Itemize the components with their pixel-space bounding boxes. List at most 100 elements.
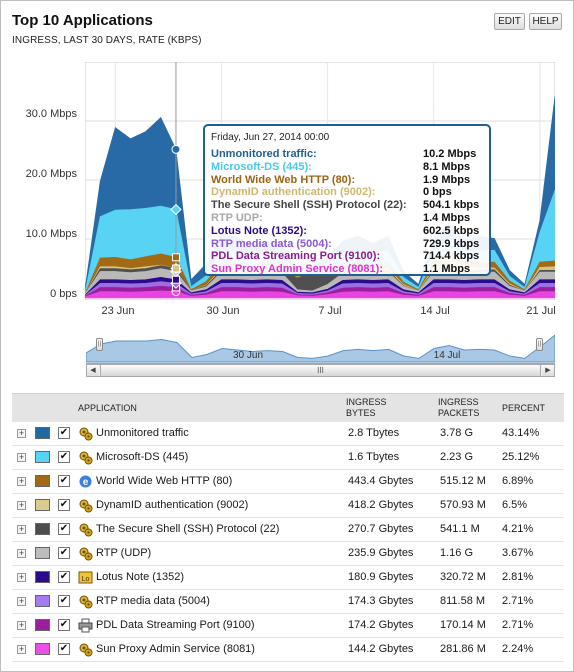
table-row[interactable]: + ✔ Unmonitored traffic 2.8 Tbytes 3.78 G 43.… [12, 422, 564, 446]
expand-row-button[interactable]: + [17, 428, 26, 438]
tooltip-series-value: 0 bps [423, 186, 452, 199]
ingress-bytes: 235.9 Gbytes [348, 547, 414, 559]
series-color-swatch[interactable] [35, 427, 50, 439]
ingress-packets: 541.1 M [440, 523, 480, 535]
application-name[interactable]: The Secure Shell (SSH) Protocol (22) [96, 523, 280, 535]
series-visible-checkbox[interactable]: ✔ [58, 619, 70, 631]
series-color-swatch[interactable] [35, 475, 50, 487]
series-visible-checkbox[interactable]: ✔ [58, 451, 70, 463]
y-tick-label: 10.0 Mbps [25, 228, 77, 240]
range-start-handle[interactable]: || [96, 338, 103, 351]
range-end-handle[interactable]: || [536, 338, 543, 351]
expand-row-button[interactable]: + [17, 500, 26, 510]
column-header-packets-bottom[interactable]: PACKETS [438, 408, 480, 418]
column-header-bytes-top[interactable]: INGRESS [346, 397, 387, 407]
horizontal-scrollbar[interactable]: ◀ III ▶ [86, 364, 555, 377]
series-color-swatch[interactable] [35, 595, 50, 607]
help-button[interactable]: HELP [529, 13, 562, 30]
percent: 2.71% [502, 619, 534, 631]
gears-icon [78, 498, 93, 513]
series-color-swatch[interactable] [35, 523, 50, 535]
expand-row-button[interactable]: + [17, 644, 26, 654]
web-browser-icon: e [78, 474, 93, 489]
gears-icon [78, 450, 93, 465]
gears-icon [78, 594, 93, 609]
gears-icon [78, 522, 93, 537]
expand-row-button[interactable]: + [17, 452, 26, 462]
expand-row-button[interactable]: + [17, 572, 26, 582]
column-header-packets-top[interactable]: INGRESS [438, 397, 479, 407]
series-visible-checkbox[interactable]: ✔ [58, 427, 70, 439]
table-row[interactable]: + ✔ DynamID authentication (9002) 418.2 Gby… [12, 494, 564, 518]
tooltip-row: Lotus Note (1352): 602.5 kbps [211, 225, 483, 238]
percent: 3.67% [502, 547, 534, 559]
application-name[interactable]: PDL Data Streaming Port (9100) [96, 619, 255, 631]
column-header-bytes-bottom[interactable]: BYTES [346, 408, 376, 418]
table-row[interactable]: + ✔ e World Wide Web HTTP (80) 443.4 Gbytes 5… [12, 470, 564, 494]
application-name[interactable]: Sun Proxy Admin Service (8081) [96, 643, 255, 655]
tooltip-row: Sun Proxy Admin Service (8081): 1.1 Mbps [211, 263, 483, 276]
ingress-packets: 320.72 M [440, 571, 486, 583]
percent: 2.81% [502, 571, 534, 583]
navigator-label: 30 Jun [232, 350, 264, 361]
applications-table: APPLICATION INGRESS BYTES INGRESS PACKET… [12, 393, 564, 662]
percent: 6.5% [502, 499, 528, 511]
tooltip-row: Unmonitored traffic: 10.2 Mbps [211, 148, 483, 161]
series-visible-checkbox[interactable]: ✔ [58, 499, 70, 511]
expand-row-button[interactable]: + [17, 524, 26, 534]
tooltip-series-value: 10.2 Mbps [423, 148, 477, 160]
application-name[interactable]: Lotus Note (1352) [96, 571, 185, 583]
tooltip-series-name: RTP UDP: [211, 211, 263, 224]
application-name[interactable]: RTP (UDP) [96, 547, 152, 559]
table-row[interactable]: + ✔ The Secure Shell (SSH) Protocol (22) 27… [12, 518, 564, 542]
application-name[interactable]: RTP media data (5004) [96, 595, 210, 607]
table-row[interactable]: + ✔ RTP media data (5004) 174.3 Gbytes 811.5… [12, 590, 564, 614]
tooltip-series-name: Unmonitored traffic: [211, 148, 317, 160]
column-header-application[interactable]: APPLICATION [78, 403, 137, 413]
series-color-swatch[interactable] [35, 547, 50, 559]
application-name[interactable]: World Wide Web HTTP (80) [96, 475, 233, 487]
tooltip-row: Microsoft-DS (445): 8.1 Mbps [211, 161, 483, 174]
ingress-packets: 2.23 G [440, 451, 474, 463]
table-row[interactable]: + ✔ Lo Lotus Note (1352) 180.9 Gbytes 320.72 … [12, 566, 564, 590]
table-header: APPLICATION INGRESS BYTES INGRESS PACKET… [12, 393, 564, 422]
series-color-swatch[interactable] [35, 451, 50, 463]
application-name[interactable]: Microsoft-DS (445) [96, 451, 189, 463]
column-header-percent[interactable]: PERCENT [502, 403, 546, 413]
application-name[interactable]: DynamID authentication (9002) [96, 499, 249, 511]
series-visible-checkbox[interactable]: ✔ [58, 523, 70, 535]
percent: 6.89% [502, 475, 534, 487]
hover-marker [171, 253, 180, 262]
series-visible-checkbox[interactable]: ✔ [58, 571, 70, 583]
series-visible-checkbox[interactable]: ✔ [58, 475, 70, 487]
series-visible-checkbox[interactable]: ✔ [58, 595, 70, 607]
series-color-swatch[interactable] [35, 643, 50, 655]
range-navigator[interactable] [86, 328, 555, 364]
edit-button[interactable]: EDIT [494, 13, 525, 30]
series-color-swatch[interactable] [35, 619, 50, 631]
tooltip-series-name: Sun Proxy Admin Service (8081): [211, 263, 383, 276]
expand-row-button[interactable]: + [17, 596, 26, 606]
gears-icon [78, 546, 93, 561]
expand-row-button[interactable]: + [17, 548, 26, 558]
series-area[interactable] [85, 290, 555, 299]
scroll-left-arrow-icon[interactable]: ◀ [87, 365, 99, 376]
series-color-swatch[interactable] [35, 499, 50, 511]
expand-row-button[interactable]: + [17, 476, 26, 486]
table-row[interactable]: + ✔ PDL Data Streaming Port (9100) 174.2 Gb… [12, 614, 564, 638]
y-tick-label: 0 bps [50, 288, 77, 300]
ingress-bytes: 144.2 Gbytes [348, 643, 414, 655]
table-row[interactable]: + ✔ Microsoft-DS (445) 1.6 Tbytes 2.23 G 25.1… [12, 446, 564, 470]
series-visible-checkbox[interactable]: ✔ [58, 547, 70, 559]
series-visible-checkbox[interactable]: ✔ [58, 643, 70, 655]
scroll-right-arrow-icon[interactable]: ▶ [542, 365, 554, 376]
expand-row-button[interactable]: + [17, 620, 26, 630]
ingress-bytes: 1.6 Tbytes [348, 451, 400, 463]
gears-icon [78, 642, 93, 657]
series-color-swatch[interactable] [35, 571, 50, 583]
application-name[interactable]: Unmonitored traffic [96, 427, 189, 439]
scroll-thumb[interactable]: III [100, 365, 541, 376]
table-row[interactable]: + ✔ Sun Proxy Admin Service (8081) 144.2 Gb… [12, 638, 564, 662]
table-row[interactable]: + ✔ RTP (UDP) 235.9 Gbytes 1.16 G 3.67% [12, 542, 564, 566]
